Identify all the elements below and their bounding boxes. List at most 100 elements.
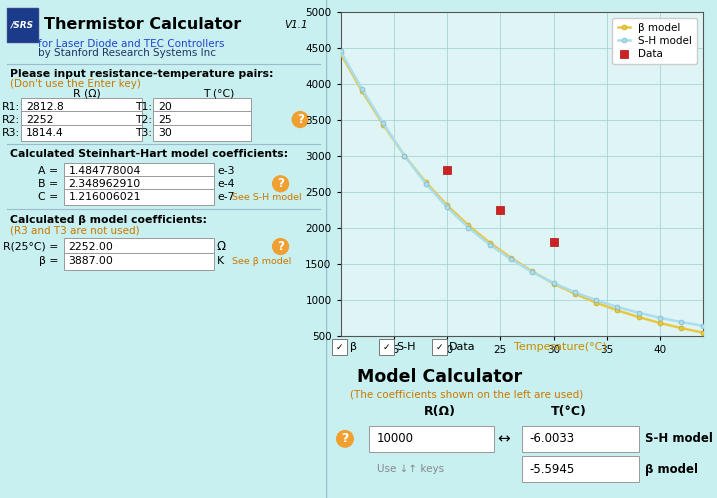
Text: See β model: See β model bbox=[232, 257, 291, 266]
FancyBboxPatch shape bbox=[64, 162, 214, 179]
S-H model bbox=[443, 204, 452, 210]
Text: R2:: R2: bbox=[1, 115, 19, 124]
Text: S-H: S-H bbox=[397, 342, 416, 352]
S-H model bbox=[592, 297, 600, 303]
S-H model bbox=[571, 289, 579, 295]
β model bbox=[379, 122, 387, 127]
β model bbox=[613, 307, 622, 313]
Text: B =: B = bbox=[39, 179, 62, 189]
Text: β =: β = bbox=[39, 256, 62, 266]
Text: Data: Data bbox=[450, 342, 476, 352]
Text: R1:: R1: bbox=[1, 102, 19, 112]
β model bbox=[635, 314, 643, 320]
Text: by Stanford Research Systems Inc: by Stanford Research Systems Inc bbox=[37, 48, 216, 58]
Text: e-7: e-7 bbox=[217, 192, 234, 202]
β model bbox=[549, 281, 558, 287]
β model bbox=[400, 152, 409, 158]
Text: R (Ω): R (Ω) bbox=[72, 89, 100, 99]
Text: 1.216006021: 1.216006021 bbox=[69, 192, 141, 202]
Text: T2:: T2: bbox=[135, 115, 152, 124]
Text: S-H model: S-H model bbox=[645, 432, 713, 445]
Text: ✓: ✓ bbox=[383, 343, 390, 352]
S-H model bbox=[400, 152, 409, 158]
Text: -6.0033: -6.0033 bbox=[529, 432, 574, 445]
S-H model bbox=[336, 48, 345, 54]
FancyBboxPatch shape bbox=[7, 8, 38, 42]
Text: ?: ? bbox=[277, 177, 284, 190]
Text: β model: β model bbox=[645, 463, 698, 476]
Text: e-3: e-3 bbox=[217, 166, 234, 176]
FancyBboxPatch shape bbox=[369, 426, 494, 452]
FancyBboxPatch shape bbox=[64, 253, 214, 270]
Text: K: K bbox=[217, 256, 224, 266]
Data bbox=[442, 166, 453, 174]
S-H model bbox=[656, 315, 665, 321]
β model bbox=[677, 325, 685, 331]
FancyBboxPatch shape bbox=[153, 111, 251, 127]
Data bbox=[548, 238, 559, 246]
FancyBboxPatch shape bbox=[22, 124, 142, 141]
Text: See S-H model: See S-H model bbox=[232, 193, 301, 202]
Data bbox=[495, 206, 506, 214]
S-H model bbox=[379, 120, 387, 126]
FancyBboxPatch shape bbox=[22, 98, 142, 115]
Text: 10000: 10000 bbox=[377, 432, 414, 445]
S-H model bbox=[698, 323, 707, 329]
Text: Temperature(°C): Temperature(°C) bbox=[514, 342, 607, 352]
Text: e-4: e-4 bbox=[217, 179, 234, 189]
β model bbox=[422, 179, 430, 185]
β model bbox=[485, 240, 494, 246]
Text: T(°C): T(°C) bbox=[551, 405, 587, 418]
S-H model bbox=[677, 319, 685, 325]
Text: R(25°C) =: R(25°C) = bbox=[3, 242, 62, 251]
β model bbox=[656, 320, 665, 326]
Text: (Don't use the Enter key): (Don't use the Enter key) bbox=[10, 79, 141, 89]
Line: β model: β model bbox=[338, 51, 705, 335]
Text: β: β bbox=[350, 342, 356, 352]
Text: (The coefficients shown on the left are used): (The coefficients shown on the left are … bbox=[350, 389, 583, 399]
Text: 20: 20 bbox=[158, 102, 172, 112]
Text: T3:: T3: bbox=[135, 128, 152, 138]
β model bbox=[528, 268, 536, 274]
FancyBboxPatch shape bbox=[379, 339, 394, 355]
FancyBboxPatch shape bbox=[522, 456, 639, 482]
Text: /SRS: /SRS bbox=[11, 20, 34, 29]
β model bbox=[592, 300, 600, 306]
FancyBboxPatch shape bbox=[153, 124, 251, 141]
S-H model bbox=[464, 225, 473, 231]
S-H model bbox=[358, 86, 366, 92]
FancyBboxPatch shape bbox=[522, 426, 639, 452]
β model bbox=[698, 330, 707, 336]
FancyBboxPatch shape bbox=[64, 189, 214, 205]
Text: 1814.4: 1814.4 bbox=[26, 128, 64, 138]
Text: for Laser Diode and TEC Controllers: for Laser Diode and TEC Controllers bbox=[37, 39, 224, 49]
Text: 2812.8: 2812.8 bbox=[26, 102, 64, 112]
S-H model bbox=[528, 269, 536, 275]
S-H model bbox=[485, 242, 494, 248]
Text: V1.1: V1.1 bbox=[284, 20, 308, 30]
Text: Use ↓↑ keys: Use ↓↑ keys bbox=[377, 464, 444, 474]
Text: Calculated β model coefficients:: Calculated β model coefficients: bbox=[10, 215, 206, 225]
β model bbox=[507, 255, 516, 261]
Text: Model Calculator: Model Calculator bbox=[358, 368, 523, 386]
β model bbox=[571, 291, 579, 297]
Text: Calculated Steinhart-Hart model coefficients:: Calculated Steinhart-Hart model coeffici… bbox=[10, 149, 288, 159]
S-H model bbox=[422, 181, 430, 187]
β model bbox=[358, 88, 366, 94]
Text: 30: 30 bbox=[158, 128, 172, 138]
S-H model bbox=[507, 256, 516, 262]
β model bbox=[336, 50, 345, 56]
Text: T1:: T1: bbox=[135, 102, 152, 112]
Text: ✓: ✓ bbox=[336, 343, 343, 352]
Text: ?: ? bbox=[297, 113, 303, 126]
Text: ?: ? bbox=[341, 432, 348, 445]
β model bbox=[464, 223, 473, 229]
FancyBboxPatch shape bbox=[22, 111, 142, 127]
FancyBboxPatch shape bbox=[64, 175, 214, 192]
Text: C =: C = bbox=[38, 192, 62, 202]
Text: 2.348962910: 2.348962910 bbox=[69, 179, 141, 189]
Text: ?: ? bbox=[277, 240, 284, 253]
Text: Thermistor Calculator: Thermistor Calculator bbox=[44, 17, 242, 32]
FancyBboxPatch shape bbox=[153, 98, 251, 115]
Text: -5.5945: -5.5945 bbox=[529, 463, 575, 476]
